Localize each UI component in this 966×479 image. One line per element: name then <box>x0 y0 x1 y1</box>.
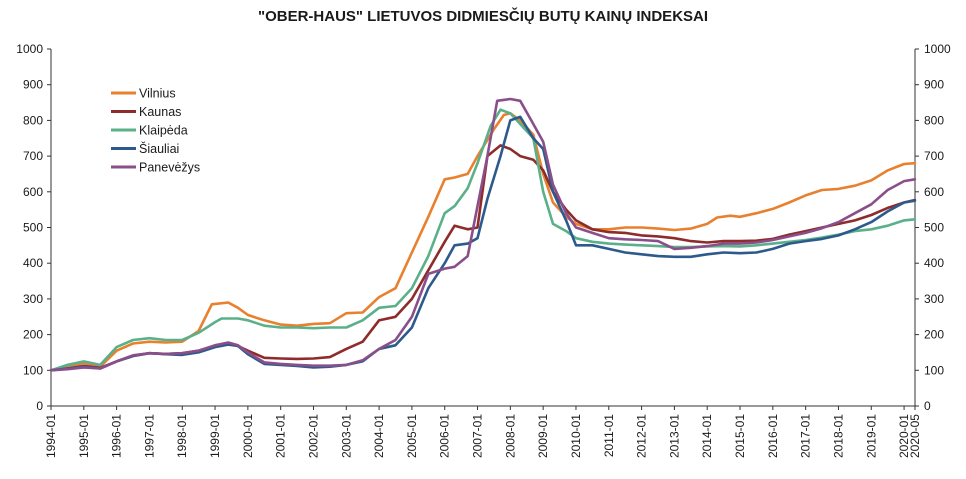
x-tick-label: 2019-01 <box>864 414 878 458</box>
legend-label: Klaipėda <box>139 124 188 138</box>
x-tick-label: 2007-01 <box>471 414 485 458</box>
x-tick-label: 1996-01 <box>110 414 124 458</box>
y-tick-label-right: 900 <box>924 78 944 92</box>
y-tick-label-left: 500 <box>23 221 43 235</box>
y-tick-label-left: 900 <box>23 78 43 92</box>
x-tick-label: 2013-01 <box>667 414 681 458</box>
y-tick-label-left: 300 <box>23 292 43 306</box>
series-layer <box>49 97 917 372</box>
legend-label: Panevėžys <box>139 161 200 175</box>
y-tick-label-left: 1000 <box>16 42 43 56</box>
x-tick-label: 2001-01 <box>274 414 288 458</box>
chart-title: "OBER-HAUS" LIETUVOS DIDMIESČIŲ BUTŲ KAI… <box>258 7 708 25</box>
x-tick-label: 2003-01 <box>339 414 353 458</box>
series-line-1 <box>49 112 917 372</box>
y-tick-label-left: 0 <box>36 399 43 413</box>
x-tick-label: 1995-01 <box>77 414 91 458</box>
x-tick-label: 2002-01 <box>306 414 320 458</box>
x-tick-label: 2016-01 <box>766 414 780 458</box>
y-tick-label-right: 300 <box>924 292 944 306</box>
x-tick-label: 2020-05 <box>908 414 922 458</box>
y-tick-label-right: 200 <box>924 328 944 342</box>
x-tick-label: 2010-01 <box>569 414 583 458</box>
y-tick-label-right: 100 <box>924 363 944 377</box>
x-tick-label: 2004-01 <box>372 414 386 458</box>
x-tick-label: 2012-01 <box>635 414 649 458</box>
series-line-5 <box>49 97 917 372</box>
y-tick-label-right: 800 <box>924 113 944 127</box>
axes: 0 0 100 100 200 200 300 300 400 400 500 500 600 600 70… <box>16 42 951 458</box>
legend-label: Vilnius <box>139 87 176 101</box>
x-tick-label: 2005-01 <box>405 414 419 458</box>
x-tick-label: 2006-01 <box>438 414 452 458</box>
x-tick-label: 2015-01 <box>733 414 747 458</box>
x-tick-label: 1998-01 <box>175 414 189 458</box>
x-tick-label: 2000-01 <box>241 414 255 458</box>
y-tick-label-left: 800 <box>23 113 43 127</box>
x-tick-label: 1994-01 <box>44 414 58 458</box>
x-tick-label: 2009-01 <box>536 414 550 458</box>
series-line-3 <box>49 108 917 372</box>
x-tick-label: 2017-01 <box>799 414 813 458</box>
x-tick-label: 2018-01 <box>831 414 845 458</box>
y-tick-label-left: 200 <box>23 328 43 342</box>
y-tick-label-left: 100 <box>23 363 43 377</box>
y-tick-label-right: 600 <box>924 185 944 199</box>
x-tick-label: 2020-01 <box>897 414 911 458</box>
y-tick-label-right: 500 <box>924 221 944 235</box>
x-tick-label: 1997-01 <box>142 414 156 458</box>
y-tick-label-left: 400 <box>23 256 43 270</box>
x-tick-label: 1999-01 <box>208 414 222 458</box>
legend: Vilnius Kaunas Klaipėda Šiauliai Panevėžys <box>111 87 200 175</box>
x-tick-label: 2014-01 <box>700 414 714 458</box>
x-tick-label: 2008-01 <box>503 414 517 458</box>
x-tick-label: 2011-01 <box>602 414 616 457</box>
y-tick-label-left: 700 <box>23 149 43 163</box>
y-tick-label-right: 700 <box>924 149 944 163</box>
y-tick-label-right: 0 <box>924 399 931 413</box>
legend-label: Kaunas <box>139 105 181 119</box>
legend-label: Šiauliai <box>139 141 179 156</box>
series-line-4 <box>49 115 917 372</box>
y-tick-label-left: 600 <box>23 185 43 199</box>
y-tick-label-right: 400 <box>924 256 944 270</box>
y-tick-label-right: 1000 <box>924 42 951 56</box>
